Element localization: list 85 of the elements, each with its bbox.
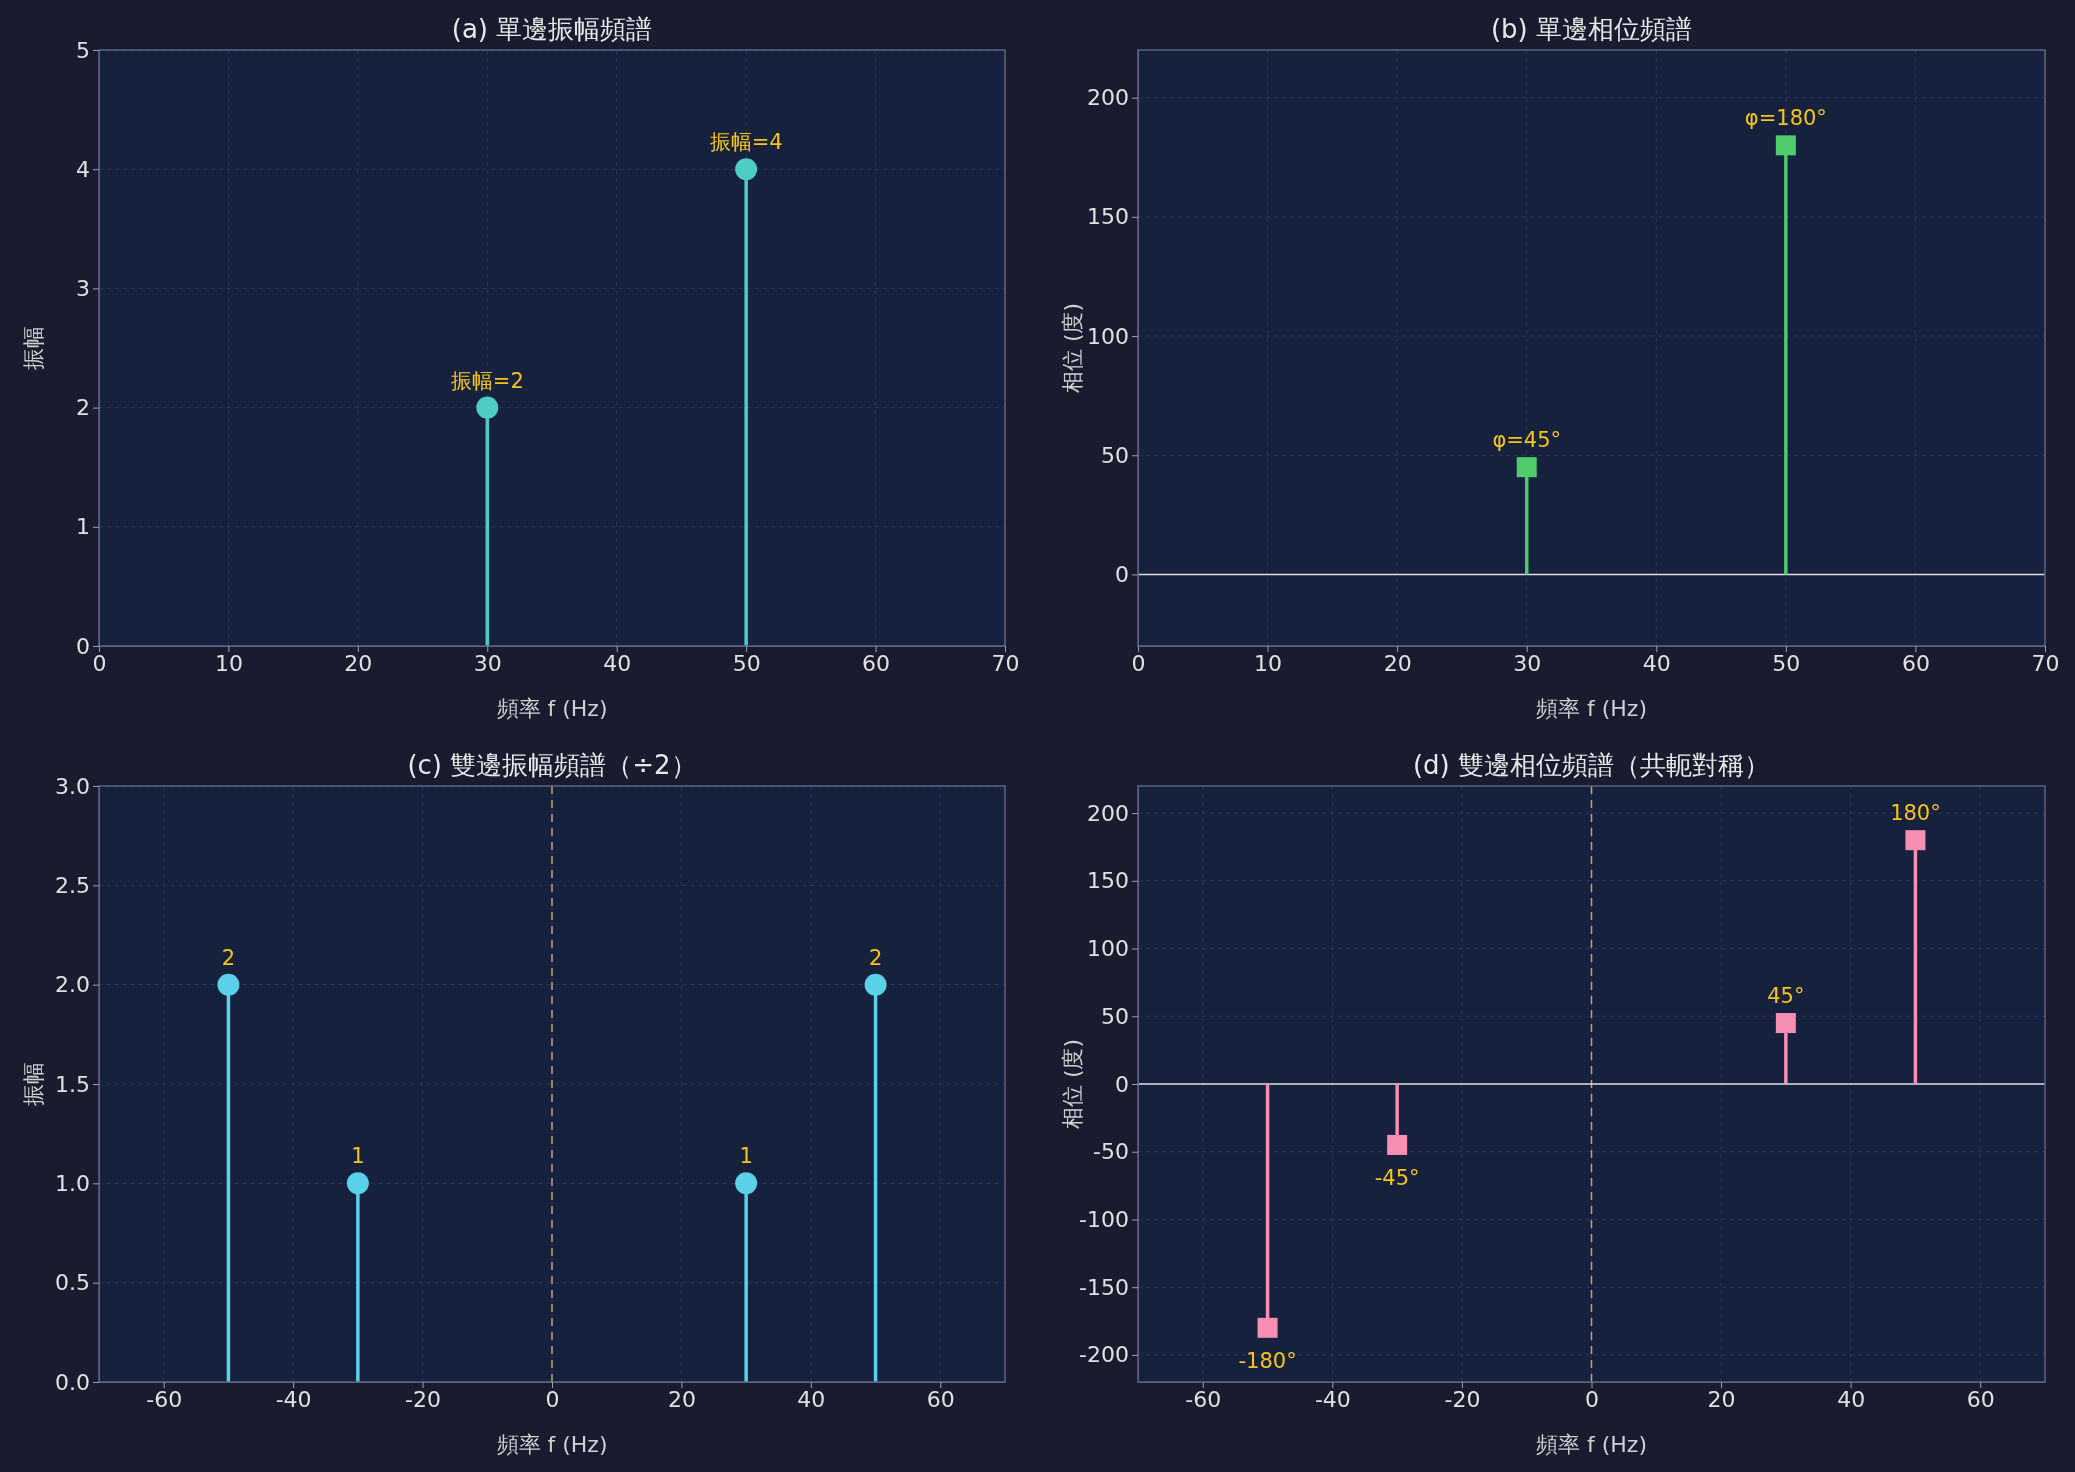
y-tick-label: 200 xyxy=(1087,85,1129,111)
x-tick-label: 50 xyxy=(1772,650,1801,676)
y-axis-title: 振幅 xyxy=(21,326,46,370)
x-tick-label: 0 xyxy=(1131,650,1146,676)
y-axis-title: 相位 (度) xyxy=(1060,302,1085,394)
y-tick-label: 1.0 xyxy=(55,1170,90,1196)
chart-title: (c) 雙邊振幅頻譜（÷2） xyxy=(407,750,697,780)
y-tick-label: 3.0 xyxy=(55,773,90,799)
y-tick-label: 5 xyxy=(76,37,90,63)
x-tick-label: 0 xyxy=(545,1386,560,1412)
x-tick-label: -20 xyxy=(1444,1386,1481,1412)
x-tick-label: -60 xyxy=(1185,1386,1222,1412)
x-tick-label: 60 xyxy=(862,650,891,676)
y-tick-label: 150 xyxy=(1087,204,1129,230)
data-label: 2 xyxy=(868,945,883,970)
y-tick-label: 200 xyxy=(1087,800,1129,826)
y-axis-title: 相位 (度) xyxy=(1060,1038,1085,1130)
y-tick-label: 2.0 xyxy=(55,972,90,998)
x-tick-label: 10 xyxy=(1254,650,1283,676)
x-axis-title: 頻率 f (Hz) xyxy=(1536,1432,1647,1457)
data-label: 45° xyxy=(1767,984,1805,1009)
data-label: 180° xyxy=(1890,801,1941,826)
point xyxy=(1905,830,1926,851)
y-tick-label: 0 xyxy=(76,633,90,659)
x-tick-label: 50 xyxy=(732,650,761,676)
data-label: 振幅=4 xyxy=(709,130,783,155)
x-tick-label: 70 xyxy=(991,650,1020,676)
x-tick-label: 20 xyxy=(344,650,373,676)
x-tick-label: 20 xyxy=(667,1386,696,1412)
y-tick-label: 50 xyxy=(1101,442,1129,468)
x-tick-label: -40 xyxy=(1314,1386,1351,1412)
data-label: φ=180° xyxy=(1744,106,1827,131)
chart-title: (d) 雙邊相位頻譜（共軛對稱） xyxy=(1412,750,1771,780)
point xyxy=(1257,1317,1278,1338)
x-tick-label: 20 xyxy=(1383,650,1412,676)
data-label: 1 xyxy=(739,1144,753,1169)
x-tick-label: 20 xyxy=(1707,1386,1736,1412)
point xyxy=(1775,1013,1796,1034)
x-tick-label: -20 xyxy=(405,1386,442,1412)
y-tick-label: -50 xyxy=(1093,1139,1129,1165)
data-label: -45° xyxy=(1374,1165,1420,1190)
data-label: φ=45° xyxy=(1492,428,1562,453)
x-axis-title: 頻率 f (Hz) xyxy=(496,696,608,721)
data-label: 2 xyxy=(221,945,236,970)
y-tick-label: 1.5 xyxy=(55,1071,90,1097)
x-tick-label: 40 xyxy=(603,650,632,676)
y-tick-label: 4 xyxy=(76,156,90,182)
x-tick-label: -40 xyxy=(275,1386,312,1412)
y-tick-label: 50 xyxy=(1101,1003,1129,1029)
y-tick-label: 0.0 xyxy=(55,1369,90,1395)
y-tick-label: -150 xyxy=(1079,1274,1129,1300)
x-axis-title: 頻率 f (Hz) xyxy=(1536,696,1647,721)
x-tick-label: 40 xyxy=(1642,650,1671,676)
y-tick-label: 2.5 xyxy=(55,872,90,898)
x-tick-label: 30 xyxy=(473,650,502,676)
y-tick-label: 100 xyxy=(1087,936,1129,962)
x-tick-label: 0 xyxy=(1585,1386,1599,1412)
y-axis-title: 振幅 xyxy=(21,1062,46,1106)
y-tick-label: 2 xyxy=(76,395,90,421)
x-tick-label: 60 xyxy=(1901,650,1930,676)
x-tick-label: 10 xyxy=(214,650,243,676)
x-tick-label: 30 xyxy=(1513,650,1542,676)
x-tick-label: 60 xyxy=(926,1386,955,1412)
data-label: -180° xyxy=(1238,1348,1297,1373)
y-tick-label: 150 xyxy=(1087,868,1129,894)
y-tick-label: 0 xyxy=(1115,562,1129,588)
y-tick-label: 0 xyxy=(1115,1071,1129,1097)
chart-title: (a) 單邊振幅頻譜 xyxy=(451,14,653,44)
data-label: 振幅=2 xyxy=(450,368,524,393)
x-tick-label: 40 xyxy=(797,1386,826,1412)
x-tick-label: -60 xyxy=(146,1386,183,1412)
x-axis-title: 頻率 f (Hz) xyxy=(496,1432,608,1457)
y-tick-label: 1 xyxy=(76,514,90,540)
y-tick-label: -100 xyxy=(1079,1206,1129,1232)
y-tick-label: -200 xyxy=(1079,1342,1129,1368)
y-tick-label: 0.5 xyxy=(55,1270,90,1296)
x-tick-label: 70 xyxy=(2031,650,2060,676)
x-tick-label: 60 xyxy=(1966,1386,1995,1412)
y-tick-label: 3 xyxy=(76,275,90,301)
chart-title: (b) 單邊相位頻譜 xyxy=(1490,14,1693,44)
y-tick-label: 100 xyxy=(1087,323,1129,349)
x-tick-label: 0 xyxy=(92,650,107,676)
x-tick-label: 40 xyxy=(1837,1386,1866,1412)
data-label: 1 xyxy=(351,1144,365,1169)
point xyxy=(1387,1134,1408,1155)
